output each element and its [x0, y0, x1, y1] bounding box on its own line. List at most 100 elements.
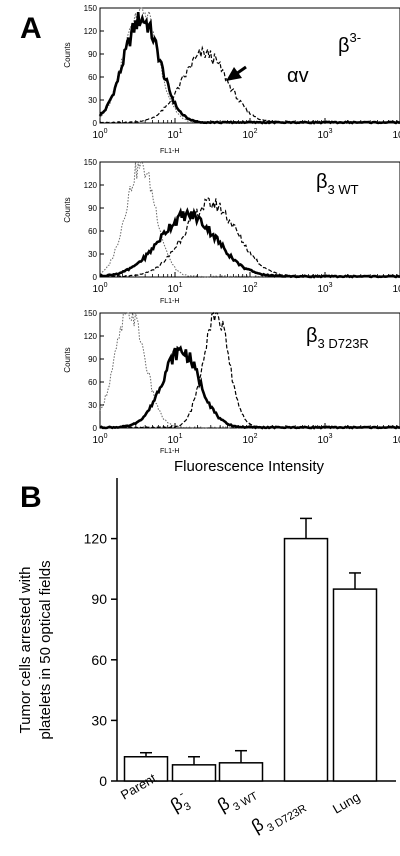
panel-b-label: B [20, 481, 42, 514]
histogram-curves [99, 161, 400, 279]
x-tick-label: 104 [392, 433, 400, 446]
histogram-curves [98, 7, 400, 125]
x-ticks: 100101102103104 [92, 423, 400, 446]
x-tick-exponent: 2 [254, 433, 258, 440]
histogram-series-thick-solid [99, 207, 400, 279]
y-axis-label-line2: platelets in 50 optical fields [37, 560, 54, 739]
x-tick-label: 103 [317, 433, 332, 446]
y-tick-label: 90 [88, 50, 97, 59]
x-tick-label: 100 [92, 128, 107, 141]
x-tick-label-sub: 3 WT [231, 790, 260, 814]
y-tick-label: 30 [91, 712, 107, 728]
x-tick-exponent: 0 [104, 433, 108, 440]
alpha-v-annotation: αv [287, 65, 309, 87]
x-tick-label: 100 [92, 282, 107, 295]
x-tick-label-base: Lung [330, 789, 363, 816]
x-tick-label: 104 [392, 128, 400, 141]
x-tick-base: 10 [167, 130, 179, 141]
x-tick-exponent: 3 [329, 282, 333, 289]
x-tick-base: 10 [92, 435, 104, 446]
y-tick-label: 0 [99, 773, 107, 789]
x-tick-label: 100 [92, 433, 107, 446]
x-tick-label: 102 [242, 282, 257, 295]
y-tick-label: 60 [91, 652, 107, 668]
y-tick-label: 120 [84, 531, 108, 547]
y-tick-label: 30 [88, 401, 97, 410]
y-axis-label: Counts [63, 42, 72, 67]
plot-frame [99, 312, 400, 429]
histogram-curves [99, 311, 400, 430]
histogram-series-dashed [99, 45, 400, 124]
y-tick-label: 0 [93, 424, 98, 433]
y-tick-label: 120 [84, 332, 98, 341]
x-tick-base: 10 [392, 435, 400, 446]
x-tick-base: 10 [317, 284, 329, 295]
x-tick-base: 10 [167, 284, 179, 295]
x-tick-exponent: 0 [104, 282, 108, 289]
y-tick-label: 60 [88, 378, 97, 387]
bar [218, 762, 264, 782]
x-axis-label: FL1-H [160, 448, 179, 455]
x-tick-base: 10 [167, 435, 179, 446]
x-tick-exponent: 3 [329, 128, 333, 135]
y-tick-label: 150 [84, 158, 98, 167]
y-axis-label: Counts [63, 347, 72, 372]
histogram-series-dashed [99, 311, 400, 429]
x-axis-label: FL1-H [160, 148, 179, 155]
histogram-series-dashed [99, 196, 400, 278]
title-sup: 3- [350, 30, 362, 45]
panel-a-x-label: Fluorescence Intensity [174, 458, 325, 475]
title-base: β [316, 171, 328, 193]
x-tick-label: 101 [167, 282, 182, 295]
x-tick-exponent: 1 [179, 282, 183, 289]
y-tick-label: 120 [84, 27, 98, 36]
x-tick-label: 101 [167, 433, 182, 446]
histogram-series-thick-solid [99, 345, 400, 430]
histogram-series-thin-dotted [99, 312, 400, 429]
alpha-v-arrow [226, 65, 247, 81]
title-sub: 3 WT [328, 182, 359, 197]
y-axis-label-line1: Tumor cells arrested with [17, 567, 34, 734]
x-tick-label-base: β [248, 814, 267, 837]
title-sub: 3 D723R [318, 336, 369, 351]
x-tick-label: 103 [317, 128, 332, 141]
y-ticks: 0 30 60 90 120 150 [84, 158, 104, 282]
x-tick-label-base: β [214, 793, 233, 816]
x-tick-exponent: 3 [329, 433, 333, 440]
x-tick-base: 10 [92, 130, 104, 141]
x-tick-base: 10 [242, 130, 254, 141]
plot-title: β3 WT [316, 171, 359, 197]
y-ticks: 0 30 60 90 120 150 [84, 4, 104, 128]
x-tick-base: 10 [92, 284, 104, 295]
x-ticks: 100101102103104 [92, 272, 400, 295]
bar [283, 537, 329, 782]
x-tick-label: 103 [317, 282, 332, 295]
y-tick-label: 120 [84, 181, 98, 190]
y-ticks: 0 30 60 90 120 150 [84, 309, 104, 433]
x-tick-label: 102 [242, 433, 257, 446]
y-tick-label: 150 [84, 4, 98, 13]
y-tick-label: 90 [91, 591, 107, 607]
x-tick-label: β-3 [165, 786, 193, 818]
x-tick-label: Lung [330, 789, 363, 816]
histogram-series-thin-dotted [99, 7, 400, 124]
panel-a-label: A [20, 12, 42, 45]
x-tick-exponent: 1 [179, 433, 183, 440]
y-ticks: 0 30 60 90 120 [84, 531, 117, 789]
x-ticks: 100101102103104 [92, 118, 400, 141]
bar [332, 588, 378, 782]
x-tick-exponent: 0 [104, 128, 108, 135]
x-tick-label: 102 [242, 128, 257, 141]
y-tick-label: 150 [84, 309, 98, 318]
x-tick-base: 10 [242, 435, 254, 446]
x-tick-label-sub: 3 D723R [265, 802, 309, 834]
x-tick-base: 10 [317, 130, 329, 141]
y-tick-label: 0 [93, 273, 98, 282]
x-tick-base: 10 [392, 284, 400, 295]
bar [171, 764, 217, 782]
